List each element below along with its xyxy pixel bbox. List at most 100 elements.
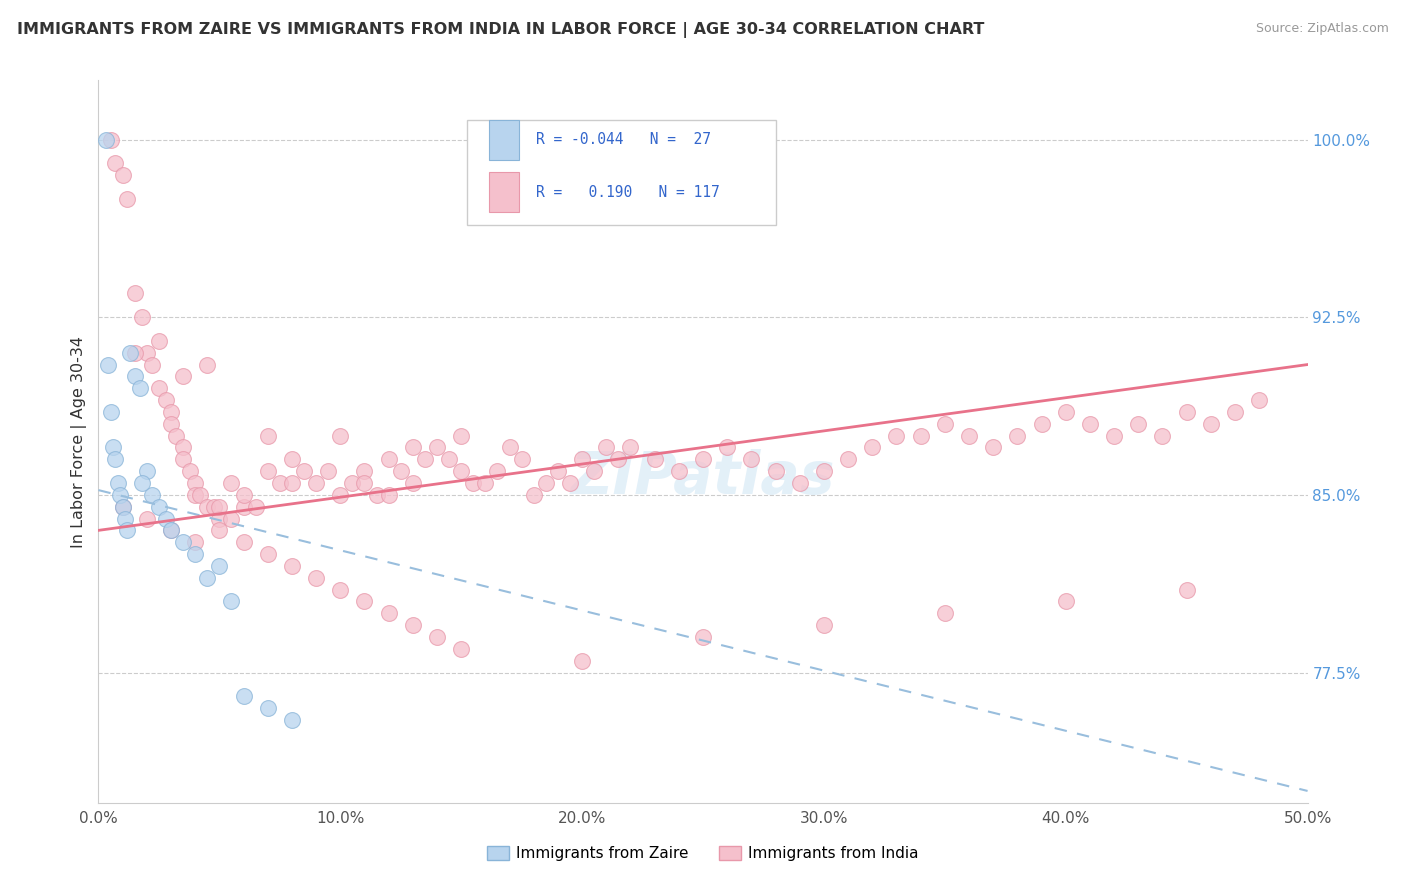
- Point: [1054, 405, 1077, 419]
- Point: [232, 488, 254, 502]
- Bar: [489, 120, 519, 160]
- Point: [124, 286, 146, 301]
- Point: [160, 524, 183, 538]
- Point: [195, 571, 218, 585]
- Text: R = -0.044   N =  27: R = -0.044 N = 27: [536, 132, 711, 147]
- Point: [837, 452, 859, 467]
- Point: [1152, 428, 1174, 442]
- Point: [256, 701, 278, 715]
- Point: [104, 452, 127, 467]
- Point: [208, 500, 231, 514]
- Point: [160, 524, 183, 538]
- Point: [155, 393, 177, 408]
- Point: [179, 464, 201, 478]
- Point: [135, 511, 157, 525]
- Point: [558, 475, 581, 490]
- Point: [111, 168, 134, 182]
- Point: [450, 641, 472, 656]
- Point: [498, 441, 520, 455]
- Point: [413, 452, 436, 467]
- Text: IMMIGRANTS FROM ZAIRE VS IMMIGRANTS FROM INDIA IN LABOR FORCE | AGE 30-34 CORREL: IMMIGRANTS FROM ZAIRE VS IMMIGRANTS FROM…: [17, 22, 984, 38]
- Point: [256, 547, 278, 561]
- Point: [100, 132, 122, 146]
- Point: [813, 618, 835, 632]
- Point: [486, 464, 509, 478]
- Point: [450, 428, 472, 442]
- Point: [353, 464, 375, 478]
- Point: [221, 511, 243, 525]
- Point: [94, 132, 117, 146]
- Y-axis label: In Labor Force | Age 30-34: In Labor Force | Age 30-34: [72, 335, 87, 548]
- Point: [245, 500, 267, 514]
- Point: [107, 475, 129, 490]
- Point: [329, 582, 352, 597]
- Point: [131, 310, 153, 325]
- Point: [692, 630, 714, 644]
- Point: [765, 464, 787, 478]
- Point: [111, 500, 134, 514]
- Point: [353, 594, 375, 608]
- Point: [1175, 582, 1198, 597]
- Point: [607, 452, 630, 467]
- Point: [111, 500, 134, 514]
- Point: [426, 441, 449, 455]
- Point: [1223, 405, 1246, 419]
- Point: [426, 630, 449, 644]
- Point: [316, 464, 339, 478]
- Point: [221, 594, 243, 608]
- Point: [281, 558, 304, 573]
- Point: [571, 452, 593, 467]
- Point: [232, 535, 254, 549]
- Point: [108, 488, 131, 502]
- Point: [329, 488, 352, 502]
- Point: [256, 464, 278, 478]
- Point: [740, 452, 762, 467]
- Point: [1199, 417, 1222, 431]
- Text: R =   0.190   N = 117: R = 0.190 N = 117: [536, 185, 720, 200]
- Point: [184, 488, 207, 502]
- Point: [232, 500, 254, 514]
- Point: [117, 192, 139, 206]
- Point: [172, 535, 194, 549]
- Point: [124, 369, 146, 384]
- Point: [342, 475, 364, 490]
- Point: [172, 441, 194, 455]
- Point: [128, 381, 150, 395]
- Point: [547, 464, 569, 478]
- Point: [692, 452, 714, 467]
- Point: [981, 441, 1004, 455]
- Point: [789, 475, 811, 490]
- Point: [208, 511, 231, 525]
- Point: [184, 475, 207, 490]
- Point: [716, 441, 738, 455]
- Point: [117, 524, 139, 538]
- Point: [141, 358, 163, 372]
- Point: [195, 500, 218, 514]
- Point: [221, 475, 243, 490]
- Point: [124, 345, 146, 359]
- Point: [148, 334, 170, 348]
- Point: [1007, 428, 1029, 442]
- Point: [329, 428, 352, 442]
- Point: [1054, 594, 1077, 608]
- Point: [208, 524, 231, 538]
- Point: [135, 464, 157, 478]
- Point: [97, 358, 120, 372]
- Point: [1128, 417, 1150, 431]
- Point: [281, 475, 304, 490]
- Point: [172, 452, 194, 467]
- Point: [377, 488, 399, 502]
- Point: [595, 441, 617, 455]
- Point: [523, 488, 546, 502]
- Point: [148, 381, 170, 395]
- Point: [450, 464, 472, 478]
- Text: Source: ZipAtlas.com: Source: ZipAtlas.com: [1256, 22, 1389, 36]
- Point: [402, 475, 425, 490]
- Point: [389, 464, 412, 478]
- Point: [1249, 393, 1271, 408]
- Point: [165, 428, 187, 442]
- Point: [141, 488, 163, 502]
- Point: [281, 713, 304, 727]
- Point: [232, 689, 254, 703]
- Point: [188, 488, 211, 502]
